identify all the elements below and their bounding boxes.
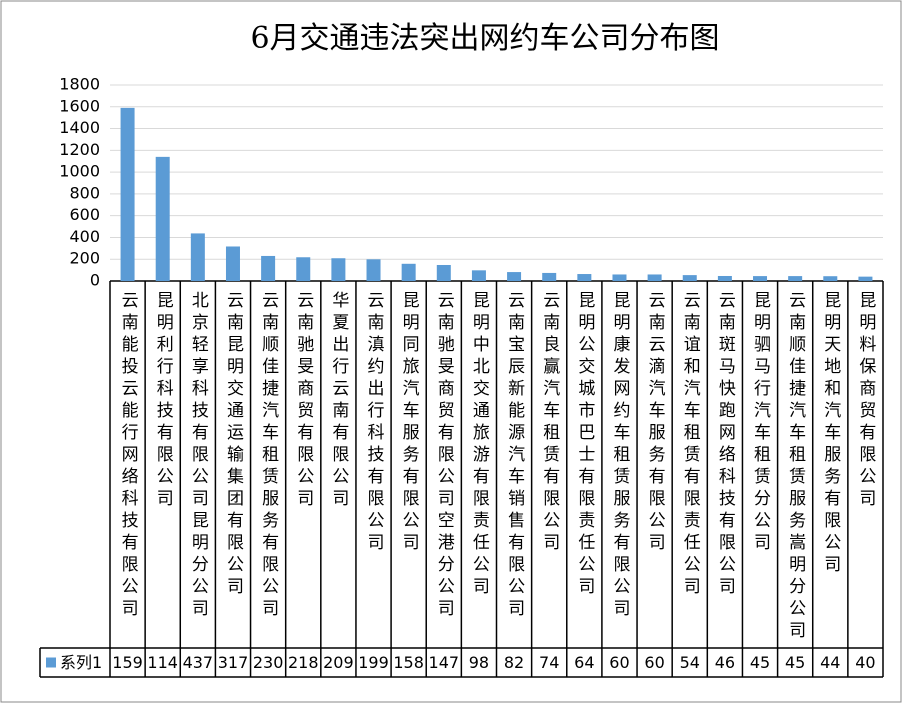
bar (823, 276, 838, 281)
data-table-value: 158 (393, 653, 424, 672)
data-table-value: 74 (539, 653, 559, 672)
bar (788, 276, 803, 281)
bar (296, 257, 311, 281)
x-tick-label: 云南云滴汽车服务有限公司 (645, 291, 666, 555)
data-table-value: 199 (358, 653, 389, 672)
data-table-value: 114 (147, 653, 178, 672)
x-tick-label: 昆明中北交通旅游有限责任公司 (469, 291, 490, 599)
data-table-value: 159 (112, 653, 143, 672)
data-table-value: 317 (218, 653, 249, 672)
y-tick-label: 1800 (59, 75, 100, 94)
y-tick-label: 1000 (59, 162, 100, 181)
x-tick-label: 华夏出行云南有限公司 (328, 291, 349, 511)
bar (155, 156, 170, 281)
y-tick-label: 200 (69, 249, 100, 268)
bar (471, 270, 486, 281)
bar (225, 246, 240, 281)
data-table-value: 40 (855, 653, 875, 672)
x-tick-label: 云南宝辰新能源汽车销售有限公司 (504, 291, 525, 621)
data-table-value: 437 (183, 653, 214, 672)
y-tick-label: 1400 (59, 118, 100, 137)
data-table-value: 230 (253, 653, 284, 672)
y-tick-label: 600 (69, 205, 100, 224)
x-tick-label: 北京轻享科技有限公司昆明分公司 (188, 291, 209, 621)
bar (436, 264, 451, 281)
data-table-value: 218 (288, 653, 319, 672)
data-table-value: 147 (429, 653, 460, 672)
x-tick-label: 昆明天地和汽车服务有限公司 (820, 291, 841, 577)
x-tick-label: 昆明康发网约车租赁服务有限公司 (609, 291, 630, 621)
y-tick-label: 1200 (59, 140, 100, 159)
x-tick-label: 昆明料保商贸有限公司 (855, 291, 876, 511)
bar (858, 276, 873, 281)
x-tick-label: 云南能投云能行网络科技有限公司 (118, 291, 138, 621)
x-tick-label: 昆明驷马行汽车租赁分公司 (750, 291, 771, 555)
data-table-value: 45 (750, 653, 770, 672)
x-tick-label: 云南顺佳捷汽车租赁服务有限公司 (258, 291, 279, 621)
x-tick-label: 云南驰旻商贸有限公司空港分公司 (434, 291, 455, 621)
bar (612, 274, 627, 281)
data-table-value: 45 (785, 653, 805, 672)
x-tick-label: 昆明公交城市巴士有限责任公司 (574, 291, 595, 599)
bar (717, 275, 732, 281)
x-tick-label: 云南驰旻商贸有限公司 (293, 291, 314, 511)
y-tick-label: 800 (69, 183, 100, 202)
y-tick-label: 1600 (59, 96, 100, 115)
x-tick-label: 云南谊和汽车租赁有限责任公司 (680, 291, 701, 599)
x-tick-label: 云南良赢汽车租赁有限公司 (539, 291, 560, 555)
y-tick-label: 400 (69, 227, 100, 246)
x-tick-label: 云南滇约出行科技有限公司 (364, 291, 385, 555)
y-tick-label: 0 (90, 271, 100, 290)
bar (331, 258, 346, 281)
bar (190, 233, 205, 281)
bar (542, 272, 557, 281)
data-table-value: 64 (574, 653, 594, 672)
x-tick-label: 昆明同旅汽车服务有限公司 (399, 291, 420, 555)
x-tick-label: 云南顺佳捷汽车租赁服务嵩明分公司 (785, 291, 806, 643)
chart-title: 6月交通违法突出网约车公司分布图 (250, 21, 719, 56)
x-tick-label: 云南昆明交通运输集团有限公司 (223, 291, 244, 599)
legend-label: 系列1 (60, 653, 102, 672)
data-table-value: 60 (609, 653, 629, 672)
data-table-value: 98 (469, 653, 489, 672)
data-table-value: 46 (715, 653, 735, 672)
bar (507, 272, 522, 281)
data-table-value: 44 (820, 653, 840, 672)
bar (261, 255, 276, 281)
x-tick-label: 云南斑马快跑网络科技有限公司 (715, 291, 736, 599)
data-table-value: 54 (680, 653, 700, 672)
bar (682, 275, 697, 281)
bar (577, 274, 592, 281)
legend-key (46, 657, 56, 668)
bar (366, 259, 381, 281)
bar (647, 274, 662, 281)
data-table-value: 82 (504, 653, 524, 672)
bar (401, 263, 416, 281)
x-tick-label: 昆明利行科技有限公司 (153, 291, 174, 511)
data-table-value: 60 (644, 653, 664, 672)
bar (120, 107, 135, 281)
bar (753, 276, 768, 281)
data-table-value: 209 (323, 653, 354, 672)
